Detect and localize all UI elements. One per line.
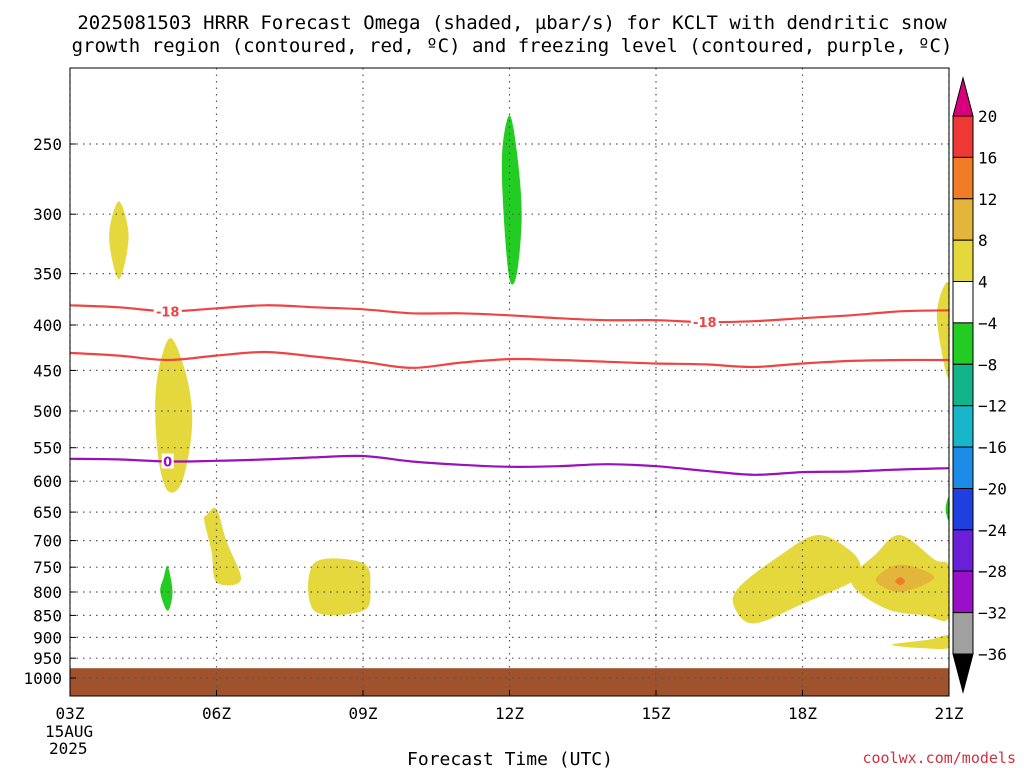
colorbar-label: −16: [978, 438, 1007, 457]
contour-label: -18: [156, 305, 180, 320]
contour-label-bg: [153, 303, 182, 319]
shaded-region: [936, 282, 949, 379]
colorbar-swatch: [952, 363, 974, 407]
y-tick-label: 800: [33, 583, 62, 602]
y-tick-label: 500: [33, 402, 62, 421]
y-tick-label: 850: [33, 606, 62, 625]
shaded-region: [109, 201, 129, 280]
shaded-region: [891, 635, 949, 650]
y-tick-label: 450: [33, 361, 62, 380]
y-tick-label: 700: [33, 532, 62, 551]
x-tick-label: 18Z: [788, 704, 817, 723]
y-tick-label: 350: [33, 265, 62, 284]
shaded-region: [501, 115, 522, 285]
start-year-label: 2025: [49, 739, 88, 758]
colorbar-label: −12: [978, 397, 1007, 416]
colorbar-swatch: [952, 239, 974, 283]
colorbar-swatch: [952, 322, 974, 365]
start-day-label: 15AUG: [45, 722, 93, 741]
shaded-region: [875, 564, 935, 593]
colorbar-swatch: [952, 198, 974, 241]
chart-title-line-1: 2025081503 HRRR Forecast Omega (shaded, …: [77, 12, 947, 34]
shaded-region: [945, 496, 949, 522]
x-tick-label: 06Z: [202, 704, 231, 723]
contour-line: [70, 350, 949, 369]
colorbar-label: −20: [978, 480, 1007, 499]
colorbar-label: 12: [978, 190, 997, 209]
y-axis: 250 300 350 400 450 500 550 600 650 700 750 800 850 9…: [23, 135, 76, 688]
colorbar-label: 4: [978, 273, 988, 292]
contour-line: [70, 304, 949, 324]
colorbar-swatch: [952, 612, 974, 655]
colorbar-label: −32: [978, 604, 1007, 623]
colorbar-swatch: [952, 529, 974, 572]
colorbar-top-triangle: [952, 76, 974, 117]
y-tick-label: 650: [33, 503, 62, 522]
colorbar-swatch: [952, 115, 974, 158]
colorbar-label: −4: [978, 314, 997, 333]
colorbar-swatch: [952, 281, 974, 324]
y-tick-label: 600: [33, 472, 62, 491]
colorbar-swatch: [952, 156, 974, 200]
y-tick-label: 550: [33, 439, 62, 458]
watermark: coolwx.com/models: [862, 749, 1016, 767]
x-tick-label: 12Z: [495, 704, 524, 723]
shaded-region: [160, 565, 173, 611]
contour-line: [70, 454, 949, 476]
x-axis-label: Forecast Time (UTC): [407, 749, 613, 768]
y-tick-label: 950: [33, 649, 62, 668]
x-tick-label: 09Z: [349, 704, 378, 723]
colorbar-label: −8: [978, 355, 997, 374]
shaded-region: [895, 577, 906, 586]
y-tick-label: 750: [33, 558, 62, 577]
colorbar-label: −28: [978, 562, 1007, 581]
y-tick-label: 1000: [23, 669, 62, 688]
colorbar-label: −36: [978, 645, 1007, 664]
colorbar-label: 20: [978, 107, 997, 126]
contour-labels: -18 -18 0: [153, 303, 719, 471]
shaded-region: [204, 507, 242, 586]
colorbar-bottom-triangle: [952, 653, 974, 694]
x-axis: 03Z 06Z 09Z 12Z 15Z 18Z 21Z: [56, 690, 964, 723]
y-tick-label: 400: [33, 316, 62, 335]
shaded-region: [155, 338, 193, 493]
y-tick-label: 300: [33, 205, 62, 224]
colorbar-swatch: [952, 446, 974, 490]
colorbar-swatch: [952, 488, 974, 531]
y-tick-label: 900: [33, 628, 62, 647]
chart-title-line-2: growth region (contoured, red, ºC) and f…: [72, 35, 953, 57]
x-tick-label: 03Z: [56, 704, 85, 723]
colorbar-label: 8: [978, 231, 988, 250]
x-tick-label: 21Z: [935, 704, 964, 723]
contour-label-bg: [690, 314, 719, 330]
contour-label: -18: [693, 316, 717, 331]
omega-shading: [109, 115, 949, 650]
contour-lines: [70, 304, 949, 476]
shaded-region: [732, 535, 862, 624]
colorbar-swatch: [952, 570, 974, 614]
x-tick-label: 15Z: [642, 704, 671, 723]
colorbar-swatch: [952, 405, 974, 448]
colorbar: 20 16 12 8 4 −4 −8 −12 −16 −20 −24 −28 −32 −36: [952, 76, 1007, 694]
contour-label-bg: [161, 453, 174, 469]
colorbar-label: 16: [978, 148, 997, 167]
colorbar-label: −24: [978, 521, 1007, 540]
shaded-region: [308, 558, 371, 616]
y-tick-label: 250: [33, 135, 62, 154]
contour-label: 0: [163, 456, 172, 471]
